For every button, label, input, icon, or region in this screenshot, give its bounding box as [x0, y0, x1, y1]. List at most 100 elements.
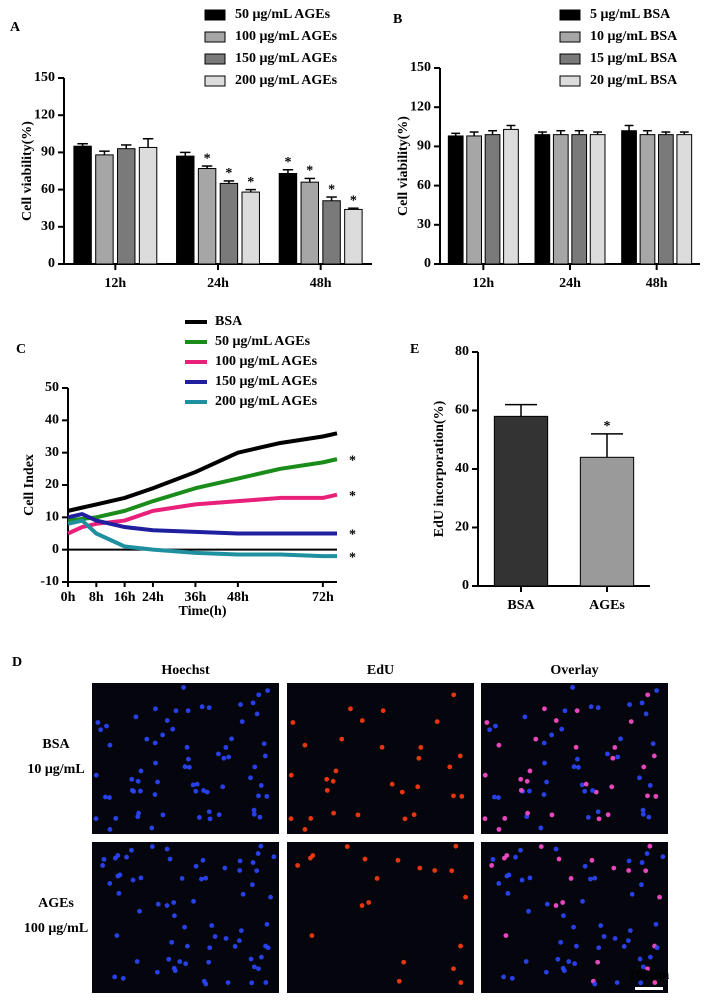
line	[67, 518, 337, 559]
legend-swatch	[204, 31, 226, 43]
nucleus	[451, 966, 456, 972]
y-tick-label: 0	[424, 256, 431, 271]
legend-label: 5 μg/mL BSA	[590, 7, 671, 22]
nucleus	[238, 928, 244, 933]
nucleus	[212, 934, 218, 939]
nucleus	[574, 943, 579, 949]
nucleus	[553, 718, 559, 723]
nucleus	[144, 736, 150, 742]
row-label: BSA	[42, 737, 70, 752]
nucleus	[484, 720, 490, 725]
nucleus	[493, 723, 498, 729]
nucleus	[643, 868, 649, 874]
x-tick-label: 12h	[472, 276, 494, 291]
nucleus	[490, 856, 496, 862]
nucleus	[200, 857, 206, 863]
nucleus	[223, 745, 229, 750]
y-axis-label: Cell viability(%)	[396, 116, 411, 216]
nucleus	[182, 764, 188, 770]
nucleus	[265, 688, 271, 694]
nucleus	[389, 781, 395, 787]
nucleus	[585, 815, 591, 820]
nucleus	[596, 945, 602, 951]
nucleus	[129, 847, 134, 853]
nucleus	[206, 959, 212, 965]
nucleus	[573, 744, 579, 750]
nucleus	[605, 751, 610, 757]
bar	[278, 172, 298, 265]
x-tick-label: 16h	[114, 590, 136, 605]
nucleus	[191, 898, 196, 904]
nucleus	[582, 788, 588, 794]
x-tick-label: AGEs	[589, 598, 625, 613]
nucleus	[645, 793, 650, 799]
line	[67, 512, 337, 536]
nucleus	[418, 745, 424, 750]
nucleus	[258, 843, 264, 849]
nucleus	[637, 956, 643, 962]
nucleus	[434, 719, 440, 725]
nucleus	[609, 784, 615, 790]
nucleus	[229, 736, 234, 742]
nucleus	[232, 944, 238, 949]
nucleus	[553, 846, 559, 852]
bar	[589, 134, 606, 265]
nucleus	[93, 772, 99, 778]
bar	[571, 134, 588, 265]
nucleus	[160, 812, 166, 818]
x-tick-label: 0h	[61, 590, 76, 605]
legend-label: BSA	[215, 314, 243, 329]
bar	[300, 181, 319, 265]
nucleus	[209, 923, 215, 928]
nucleus	[503, 933, 509, 939]
nucleus	[621, 944, 627, 949]
nucleus	[416, 755, 422, 761]
y-tick-label: 150	[410, 60, 431, 75]
line	[67, 431, 338, 513]
nucleus	[374, 876, 380, 881]
nucleus	[308, 816, 314, 821]
nucleus	[207, 945, 213, 951]
nucleus	[177, 959, 183, 964]
nucleus	[505, 890, 511, 896]
nucleus	[527, 875, 533, 881]
nucleus	[135, 778, 141, 784]
nucleus	[538, 825, 544, 831]
nucleus	[324, 787, 330, 793]
nucleus	[582, 863, 588, 869]
nucleus	[541, 792, 547, 797]
nucleus	[380, 708, 386, 714]
column-header: EdU	[367, 663, 394, 678]
nucleus	[592, 981, 598, 987]
nucleus	[648, 954, 653, 960]
nucleus	[129, 787, 135, 793]
nucleus	[457, 753, 463, 759]
nucleus	[496, 795, 501, 800]
nucleus	[288, 816, 294, 822]
nucleus	[570, 685, 575, 690]
nucleus	[203, 981, 209, 987]
bar	[534, 134, 551, 265]
nucleus	[107, 881, 113, 886]
nucleus	[331, 810, 337, 816]
nucleus	[107, 795, 112, 800]
significance-mark: *	[247, 175, 254, 190]
nucleus	[256, 793, 261, 799]
nucleus	[236, 938, 242, 944]
y-tick-label: 30	[417, 217, 431, 232]
nucleus	[496, 742, 502, 748]
nucleus	[359, 718, 365, 723]
bar	[621, 130, 637, 265]
nucleus	[185, 943, 190, 949]
nucleus	[525, 810, 531, 816]
x-tick-label: 48h	[310, 276, 332, 291]
bar	[117, 148, 136, 265]
nucleus	[639, 700, 645, 706]
x-tick-label: 24h	[207, 276, 229, 291]
nucleus	[482, 816, 488, 822]
nucleus	[237, 858, 243, 864]
y-tick-label: 60	[455, 403, 469, 418]
nucleus	[366, 900, 372, 905]
nucleus	[226, 754, 232, 760]
